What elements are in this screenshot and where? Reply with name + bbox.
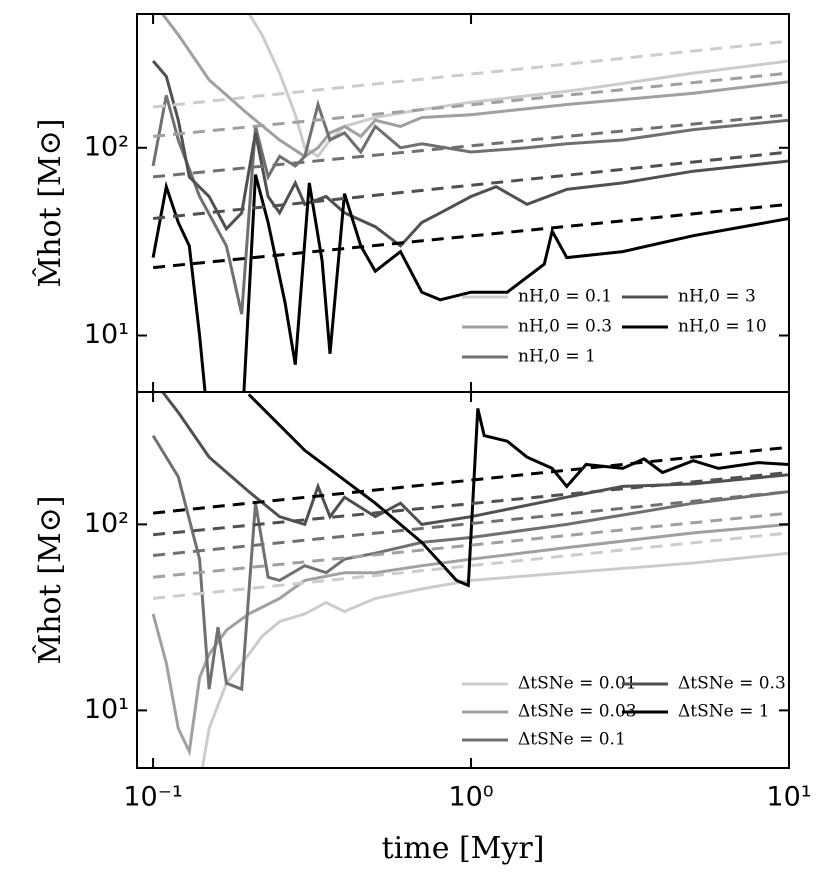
series-line: [151, 95, 789, 315]
series-line: [151, 522, 789, 757]
y-tick-label: 10²: [84, 131, 129, 162]
series-line: [247, 14, 789, 159]
legend-label: nH,0 = 10: [678, 317, 767, 337]
legend-label: nH,0 = 0.3: [518, 317, 612, 337]
legend-label: ΔtSNe = 1: [678, 702, 770, 722]
trend-line: [152, 490, 789, 557]
y-axis-label: M̂hot [M⊙]: [33, 119, 68, 288]
series-line: [160, 392, 789, 527]
legend-label: nH,0 = 3: [678, 287, 756, 307]
x-axis-label: time [Myr]: [382, 831, 545, 866]
y-tick-label: 10¹: [84, 319, 129, 350]
y-tick-label: 10²: [84, 508, 129, 539]
series-line: [151, 60, 789, 248]
trend-line: [152, 471, 789, 537]
series-line: [160, 14, 789, 159]
trend-line: [152, 150, 789, 220]
plot-area: [151, 392, 789, 768]
trend-line: [152, 71, 789, 138]
trend-line: [152, 39, 789, 109]
legend-label: nH,0 = 0.1: [518, 287, 612, 307]
x-tick-label: 10⁰: [448, 782, 493, 813]
trend-line: [152, 531, 789, 600]
trend-line: [152, 511, 789, 579]
legend-label: ΔtSNe = 0.3: [678, 674, 786, 694]
x-tick-label: 10¹: [766, 782, 811, 813]
legend-label: ΔtSNe = 0.03: [518, 702, 637, 722]
trend-line: [152, 113, 789, 179]
frame: [136, 391, 790, 769]
trend-line: [152, 202, 789, 270]
series-line: [200, 551, 789, 768]
legend-label: ΔtSNe = 0.01: [518, 674, 637, 694]
legend-label: ΔtSNe = 0.1: [518, 730, 626, 750]
series-line: [151, 174, 789, 392]
y-tick-label: 10¹: [84, 694, 129, 725]
plot-area: [151, 14, 789, 392]
series-line: [247, 393, 789, 588]
legend-label: nH,0 = 1: [518, 347, 596, 367]
y-axis-label: M̂hot [M⊙]: [33, 496, 68, 665]
x-tick-label: 10⁻¹: [123, 782, 182, 813]
trend-line: [152, 445, 789, 515]
